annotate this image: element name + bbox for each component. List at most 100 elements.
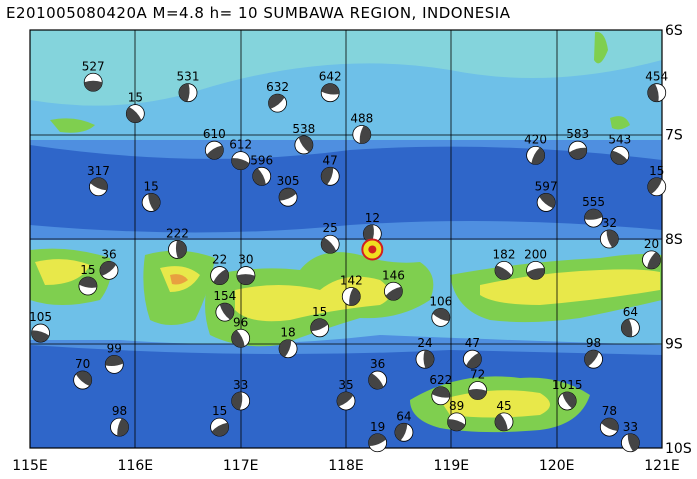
event-depth-label: 15 (143, 179, 158, 193)
beachball: 36 (368, 357, 388, 390)
event-depth-label: 98 (586, 336, 601, 350)
beachball: 317 (87, 164, 110, 197)
beachball: 35 (336, 378, 356, 411)
event-depth-label: 596 (250, 153, 273, 167)
event-depth-label: 538 (292, 122, 315, 136)
event-depth-label: 64 (623, 305, 638, 319)
event-depth-label: 488 (350, 112, 373, 126)
beachball: 98 (584, 336, 603, 369)
beachball: 22 (210, 253, 230, 285)
event-depth-label: 531 (177, 70, 200, 84)
beachball: 527 (82, 59, 105, 92)
beachball: 15 (125, 91, 145, 123)
beachball: 610 (203, 127, 226, 160)
beachball: 30 (236, 253, 256, 285)
axis-ticks: 115E 116E 117E 118E 119E 120E 121E 6S 7S 8S 9S 10S (12, 23, 692, 474)
beachball: 18 (278, 326, 298, 359)
event-depth-label: 142 (340, 273, 363, 287)
event-depth-label: 543 (608, 132, 631, 146)
event-depth-label: 317 (87, 164, 110, 178)
event-depth-label: 154 (213, 289, 236, 303)
beachball: 96 (231, 315, 251, 348)
event-depth-label: 182 (493, 247, 516, 261)
lon-tick-label: 120E (539, 458, 575, 474)
beachball: 25 (320, 221, 340, 254)
lat-tick-label: 10S (665, 441, 692, 457)
main-event-beachball (361, 238, 384, 261)
lat-tick-label: 8S (665, 232, 683, 248)
event-depth-label: 19 (370, 420, 385, 434)
event-depth-label: 36 (101, 247, 116, 261)
island-east (610, 116, 630, 130)
event-depth-label: 20 (644, 237, 659, 251)
event-depth-label: 47 (323, 153, 338, 167)
beachball: 36 (99, 247, 119, 280)
event-depth-label: 32 (602, 216, 617, 230)
lon-tick-label: 116E (118, 458, 154, 474)
beachball: 454 (645, 70, 668, 103)
event-depth-label: 89 (449, 399, 464, 413)
event-depth-label: 15 (80, 263, 95, 277)
event-depth-label: 64 (396, 409, 411, 423)
event-depth-label: 35 (338, 378, 353, 392)
event-depth-label: 70 (75, 357, 90, 371)
bali-high (35, 259, 90, 285)
beachball: 12 (362, 211, 382, 244)
event-depth-label: 25 (323, 221, 338, 235)
event-depth-label: 22 (212, 253, 227, 267)
beachball: 64 (621, 305, 640, 338)
beachball: 182 (493, 247, 516, 280)
beachball: 420 (524, 132, 547, 165)
beachball: 20 (642, 237, 661, 270)
beachball: 142 (340, 273, 363, 306)
event-depth-label: 555 (582, 195, 605, 209)
event-depth-label: 33 (623, 420, 638, 434)
beachball: 64 (394, 409, 414, 442)
event-depth-label: 99 (107, 341, 122, 355)
lon-tick-label: 121E (644, 458, 680, 474)
beachball: 99 (104, 341, 124, 374)
beachball: 45 (494, 399, 514, 432)
beachball: 555 (582, 195, 605, 228)
island-northeast (594, 31, 608, 64)
event-depth-label: 583 (566, 127, 589, 141)
event-depth-label: 146 (382, 268, 405, 282)
map-frame (29, 29, 663, 449)
beachball: 146 (382, 268, 405, 301)
event-depth-label: 454 (645, 70, 668, 84)
event-depth-label: 15 (212, 404, 227, 418)
beachball: 70 (73, 357, 93, 390)
event-depth-label: 12 (365, 211, 380, 225)
beachball: 200 (524, 247, 547, 280)
event-depth-label: 1015 (552, 378, 583, 392)
beachball: 33 (231, 378, 251, 411)
event-depth-label: 30 (238, 253, 253, 267)
event-depth-label: 45 (496, 399, 511, 413)
sumba-high (440, 390, 550, 418)
lon-tick-label: 117E (223, 458, 259, 474)
event-depth-label: 15 (128, 91, 143, 105)
beachball: 47 (462, 336, 482, 369)
beachball: 642 (319, 70, 342, 103)
event-depth-label: 15 (649, 164, 664, 178)
event-depth-label: 98 (112, 404, 127, 418)
event-depth-label: 612 (229, 138, 252, 152)
event-depth-label: 305 (277, 174, 300, 188)
beachball: 543 (608, 132, 631, 165)
beachball: 106 (429, 294, 452, 327)
event-depth-label: 47 (465, 336, 480, 350)
beachball: 531 (177, 70, 200, 103)
event-depth-label: 15 (312, 305, 327, 319)
event-depth-label: 105 (29, 310, 52, 324)
beachball: 24 (415, 336, 435, 369)
event-depth-label: 642 (319, 70, 342, 84)
event-depth-label: 420 (524, 132, 547, 146)
lon-tick-label: 118E (328, 458, 364, 474)
beachball: 19 (368, 420, 388, 453)
beachball: 15 (647, 164, 667, 197)
beachball: 32 (599, 216, 619, 249)
event-depth-label: 222 (166, 226, 189, 240)
graticule (30, 30, 662, 448)
beachball: 154 (213, 289, 236, 322)
